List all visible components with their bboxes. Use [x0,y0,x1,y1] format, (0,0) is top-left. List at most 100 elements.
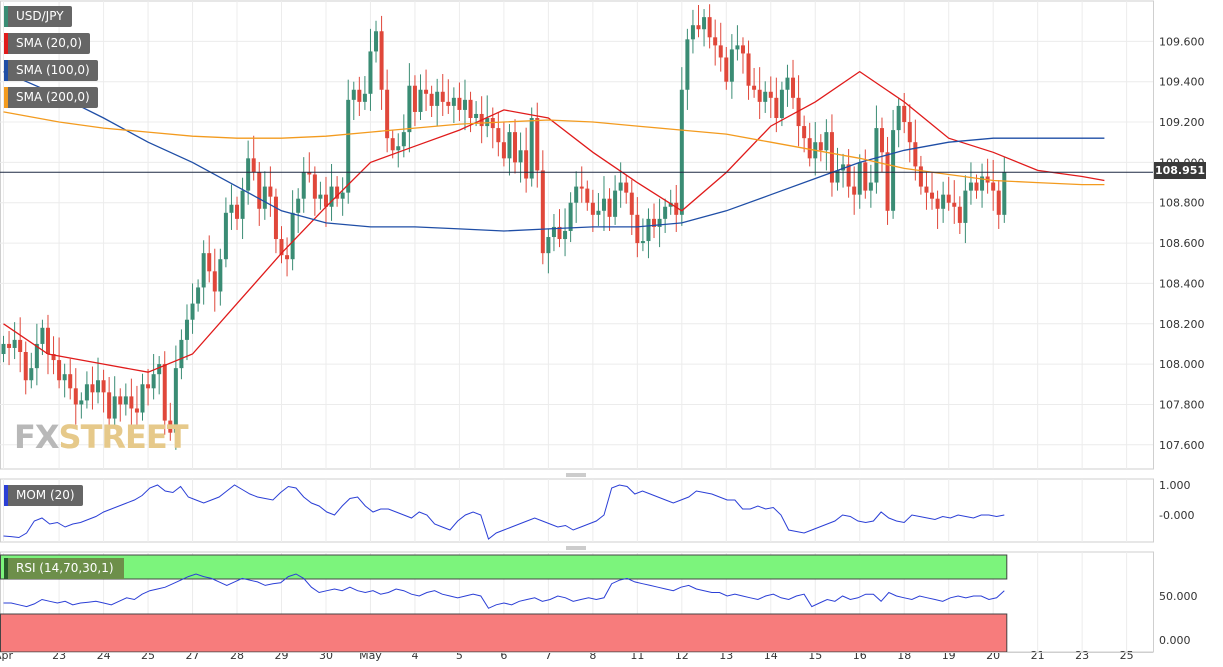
x-tick-label: 25 [1120,649,1134,662]
candle-body [763,91,768,102]
candle-body [190,303,195,320]
mom-indicator-tag[interactable]: MOM (20) [4,485,83,506]
candle-body [796,97,801,127]
candle-body [496,128,501,143]
y-tick-label: 108.800 [1159,197,1205,210]
candle-body [485,118,490,127]
candle-body [640,241,645,244]
candle-body [296,198,301,213]
candle-body [285,255,290,260]
legend-label-sma20: SMA (20,0) [16,36,83,50]
x-tick-label: 21 [1031,649,1045,662]
candle-body [318,194,323,199]
candle-body [362,93,367,102]
candle-body [357,89,362,102]
candle-body [201,253,206,288]
watermark-fx: FX [14,418,60,456]
candle-body [301,172,306,199]
candle-body [396,146,401,151]
y-tick-label: 107.600 [1159,439,1205,452]
pane-frame-1 [0,478,1154,543]
legend-swatch-sma20 [4,33,8,54]
candle-body [946,194,951,203]
legend-sma20[interactable]: SMA (20,0) [4,33,91,54]
mom-label: MOM (20) [16,488,75,502]
candle-body [101,380,106,393]
candle-body [913,142,918,167]
candle-body [551,226,556,238]
rsi-overbought-zone [0,554,1008,580]
y-tick-label: 108.200 [1159,318,1205,331]
candle-body [818,142,823,151]
candle-body [157,364,162,375]
sma-line-0 [3,70,1105,373]
candle-body [924,186,929,193]
candle-body [941,194,946,209]
rsi-indicator-tag[interactable]: RSI (14,70,30,1) [4,558,124,579]
candle-body [902,105,907,123]
candle-body [857,162,862,195]
candle-body [257,172,262,209]
candle-body [424,89,429,94]
candle-body [685,39,690,90]
candle-body [57,360,62,381]
candle-body [824,132,829,151]
rsi-line [3,573,1005,609]
candle-body [690,25,695,40]
candle-body [618,182,623,191]
candle-body [702,17,707,30]
candle-body [62,374,67,381]
candle-body [84,384,89,401]
candle-body [412,85,417,112]
candle-body [774,97,779,118]
candle-body [707,17,712,38]
legend-sma200[interactable]: SMA (200,0) [4,87,98,108]
candle-body [312,174,317,199]
candle-body [446,101,451,106]
candle-body [957,206,962,223]
rsi-oversold-zone [0,613,1008,653]
candle-body [996,190,1001,215]
candle-body [663,206,668,219]
candle-body [429,93,434,106]
candle-body [501,142,506,159]
candle-body [379,31,384,90]
candle-body [418,89,423,112]
rsi-label: RSI (14,70,30,1) [16,561,114,575]
candle-body [18,339,23,352]
candle-body [279,239,284,256]
candle-body [107,392,112,419]
candle-body [507,132,512,159]
watermark-street: STREET [58,418,189,456]
candle-body [451,97,456,106]
candle-body [12,339,17,348]
candle-body [735,45,740,50]
candle-body [29,368,34,381]
candle-body [229,204,234,213]
legend-label-sma100: SMA (100,0) [16,63,90,77]
candle-body [652,218,657,227]
legend-usdjpy[interactable]: USD/JPY [4,6,72,27]
candle-body [974,182,979,191]
candle-body [374,31,379,52]
y-tick-label: 108.600 [1159,237,1205,250]
candle-body [196,287,201,304]
candle-body [34,343,39,369]
candle-body [134,408,139,413]
candle-body [407,85,412,133]
candle-body [262,186,267,209]
candle-body [863,162,868,191]
candle-body [462,99,467,110]
candle-body [952,202,957,207]
candle-body [879,128,884,153]
candle-body [885,152,890,211]
legend-sma100[interactable]: SMA (100,0) [4,60,98,81]
candle-body [435,91,440,106]
candle-body [791,77,796,98]
legend-swatch-sma100 [4,60,8,81]
candle-body [235,204,240,219]
candle-body [323,194,328,207]
candle-body [51,354,56,361]
candle-body [401,132,406,147]
candle-body [646,218,651,242]
